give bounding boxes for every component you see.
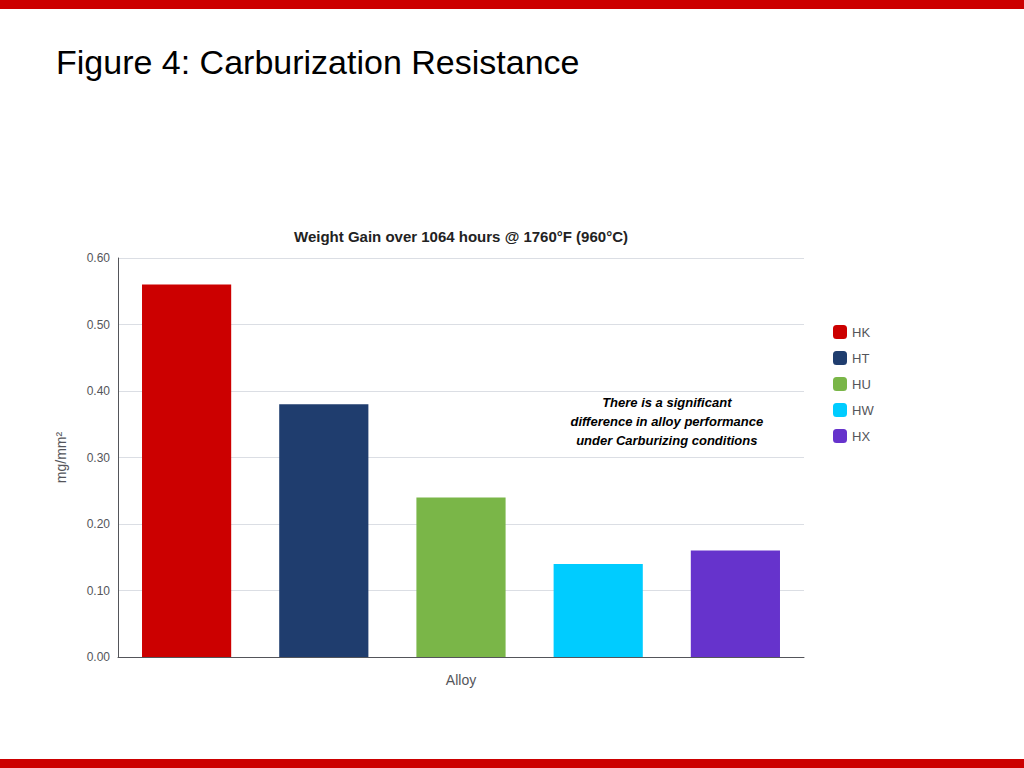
svg-text:HW: HW [852, 403, 874, 418]
svg-text:0.10: 0.10 [87, 584, 111, 598]
svg-text:under Carburizing conditions: under Carburizing conditions [576, 433, 757, 448]
svg-text:0.20: 0.20 [87, 517, 111, 531]
svg-text:mg/mm²: mg/mm² [53, 432, 69, 484]
svg-text:Figure 4: Carburization Resist: Figure 4: Carburization Resistance [56, 43, 579, 81]
svg-text:0.60: 0.60 [87, 251, 111, 265]
svg-text:difference in alloy performanc: difference in alloy performance [570, 414, 763, 429]
svg-text:HU: HU [852, 377, 871, 392]
svg-text:0.40: 0.40 [87, 384, 111, 398]
svg-text:0.00: 0.00 [87, 650, 111, 664]
svg-text:HK: HK [852, 325, 870, 340]
svg-text:There is a significant: There is a significant [602, 395, 732, 410]
svg-text:HX: HX [852, 429, 870, 444]
svg-text:0.30: 0.30 [87, 451, 111, 465]
svg-text:HT: HT [852, 351, 869, 366]
svg-text:0.50: 0.50 [87, 318, 111, 332]
svg-text:Weight Gain over 1064 hours @: Weight Gain over 1064 hours @ 1760°F (96… [294, 228, 628, 245]
svg-text:Alloy: Alloy [446, 672, 476, 688]
